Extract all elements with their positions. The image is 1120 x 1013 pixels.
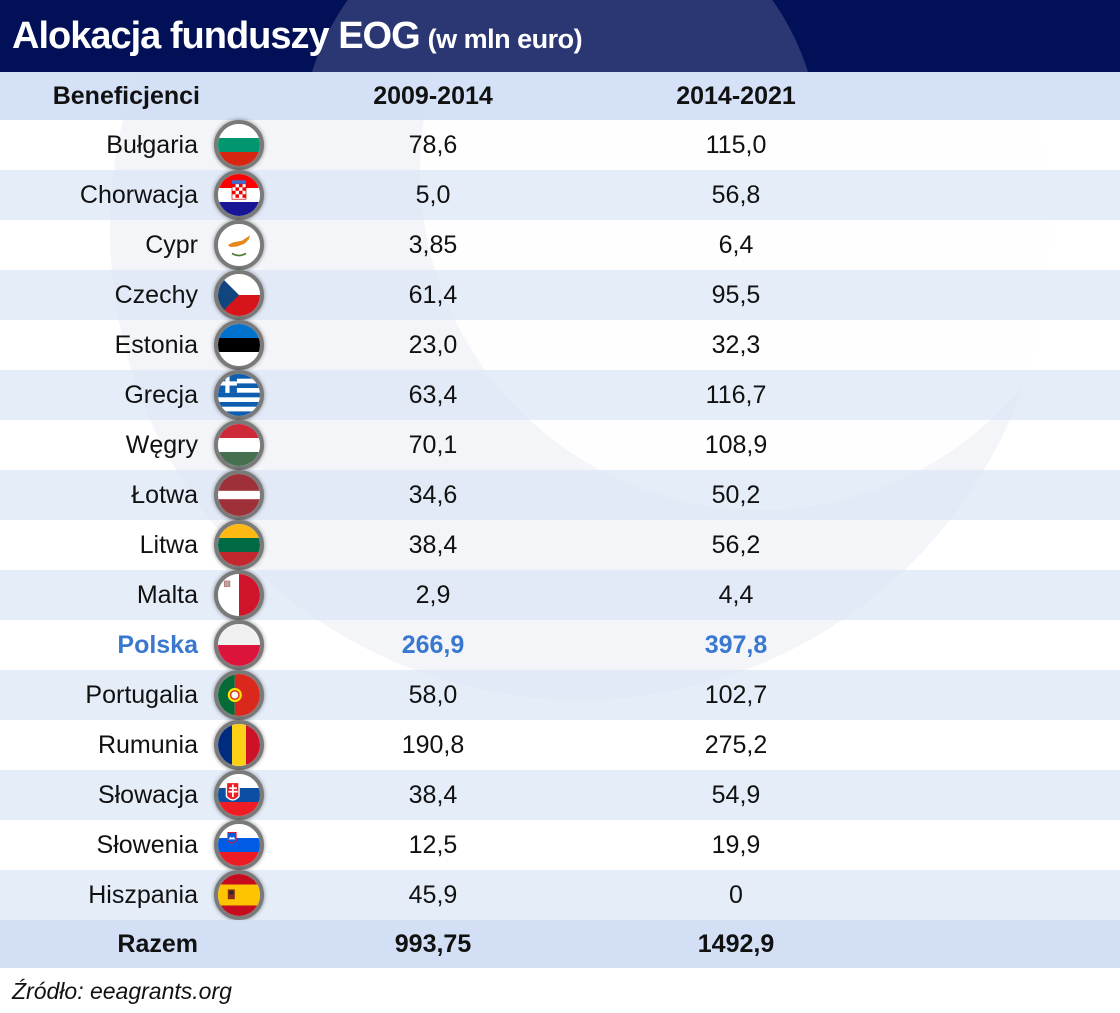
hungary-flag-icon: [214, 420, 264, 470]
table-row: Łotwa 34,6 50,2: [0, 470, 1120, 520]
value-2009-2014: 61,4: [408, 280, 458, 309]
czechia-flag-icon: [214, 270, 264, 320]
value-2009-2014: 45,9: [408, 880, 458, 909]
value-2014-2021: 275,2: [704, 730, 768, 759]
table-row: Hiszpania 45,9 0: [0, 870, 1120, 920]
header-2014-2021: 2014-2021: [676, 81, 796, 110]
romania-flag-icon: [214, 720, 264, 770]
value-2009-2014: 38,4: [408, 530, 458, 559]
table-row: Czechy 61,4 95,5: [0, 270, 1120, 320]
malta-flag-icon: [214, 570, 264, 620]
table-row: Węgry 70,1 108,9: [0, 420, 1120, 470]
table-row: Chorwacja 5,0 56,8: [0, 170, 1120, 220]
value-2009-2014: 63,4: [408, 380, 458, 409]
total-2014-2021: 1492,9: [697, 929, 775, 958]
country-name: Łotwa: [131, 480, 198, 509]
value-2014-2021: 6,4: [718, 230, 754, 259]
country-name: Chorwacja: [79, 180, 198, 209]
country-name: Malta: [136, 580, 198, 609]
value-2009-2014: 78,6: [408, 130, 458, 159]
total-2009-2014: 993,75: [394, 929, 472, 958]
value-2014-2021: 54,9: [711, 780, 761, 809]
title-bar: Alokacja funduszy EOG (w mln euro): [0, 0, 1120, 72]
table-row: Rumunia 190,8 275,2: [0, 720, 1120, 770]
table-header-row: Beneficjenci 2009-2014 2014-2021: [0, 72, 1120, 120]
country-name: Słowenia: [96, 830, 198, 859]
value-2014-2021: 397,8: [704, 630, 768, 659]
country-name: Litwa: [139, 530, 198, 559]
spain-flag-icon: [214, 870, 264, 920]
value-2009-2014: 3,85: [408, 230, 458, 259]
table-row: Portugalia 58,0 102,7: [0, 670, 1120, 720]
page-subtitle: (w mln euro): [427, 23, 583, 54]
value-2009-2014: 190,8: [401, 730, 465, 759]
portugal-flag-icon: [214, 670, 264, 720]
value-2014-2021: 0: [729, 880, 743, 909]
slovakia-flag-icon: [214, 770, 264, 820]
header-beneficiaries: Beneficjenci: [52, 81, 200, 110]
country-name: Cypr: [145, 230, 198, 259]
lithuania-flag-icon: [214, 520, 264, 570]
value-2009-2014: 58,0: [408, 680, 458, 709]
poland-flag-icon: [214, 620, 264, 670]
value-2009-2014: 5,0: [415, 180, 451, 209]
value-2014-2021: 108,9: [704, 430, 768, 459]
estonia-flag-icon: [214, 320, 264, 370]
croatia-flag-icon: [214, 170, 264, 220]
country-name: Czechy: [114, 280, 198, 309]
table-row: Cypr 3,85 6,4: [0, 220, 1120, 270]
value-2009-2014: 70,1: [408, 430, 458, 459]
country-name: Węgry: [125, 430, 198, 459]
value-2009-2014: 266,9: [401, 630, 465, 659]
value-2014-2021: 102,7: [704, 680, 768, 709]
total-label: Razem: [117, 929, 198, 958]
table-row: Słowacja 38,4 54,9: [0, 770, 1120, 820]
country-name: Estonia: [114, 330, 198, 359]
total-row: Razem 993,75 1492,9: [0, 920, 1120, 968]
table-row: Grecja 63,4 116,7: [0, 370, 1120, 420]
country-name: Rumunia: [97, 730, 198, 759]
table-row: Estonia 23,0 32,3: [0, 320, 1120, 370]
country-name: Bułgaria: [106, 130, 198, 159]
country-name: Słowacja: [97, 780, 198, 809]
value-2009-2014: 34,6: [408, 480, 458, 509]
bulgaria-flag-icon: [214, 120, 264, 170]
value-2014-2021: 50,2: [711, 480, 761, 509]
allocation-table: Beneficjenci 2009-2014 2014-2021 Bułgari…: [0, 72, 1120, 968]
value-2009-2014: 23,0: [408, 330, 458, 359]
country-name: Hiszpania: [88, 880, 198, 909]
slovenia-flag-icon: [214, 820, 264, 870]
table-row: Bułgaria 78,6 115,0: [0, 120, 1120, 170]
source-note: Źródło: eeagrants.org: [12, 978, 232, 1004]
value-2014-2021: 116,7: [705, 380, 767, 409]
value-2009-2014: 12,5: [408, 830, 458, 859]
country-name: Portugalia: [85, 680, 198, 709]
value-2014-2021: 19,9: [711, 830, 761, 859]
value-2014-2021: 95,5: [711, 280, 761, 309]
greece-flag-icon: [214, 370, 264, 420]
value-2014-2021: 56,8: [711, 180, 761, 209]
country-name: Polska: [117, 630, 198, 659]
table-row: Słowenia 12,5 19,9: [0, 820, 1120, 870]
table-row: Polska 266,9 397,8: [0, 620, 1120, 670]
value-2009-2014: 38,4: [408, 780, 458, 809]
table-row: Litwa 38,4 56,2: [0, 520, 1120, 570]
value-2014-2021: 32,3: [711, 330, 761, 359]
value-2009-2014: 2,9: [415, 580, 451, 609]
header-2009-2014: 2009-2014: [373, 81, 493, 110]
country-name: Grecja: [124, 380, 198, 409]
value-2014-2021: 115,0: [705, 130, 767, 159]
value-2014-2021: 4,4: [718, 580, 754, 609]
value-2014-2021: 56,2: [711, 530, 761, 559]
latvia-flag-icon: [214, 470, 264, 520]
cyprus-flag-icon: [214, 220, 264, 270]
page-title: Alokacja funduszy EOG: [12, 14, 421, 57]
table-row: Malta 2,9 4,4: [0, 570, 1120, 620]
